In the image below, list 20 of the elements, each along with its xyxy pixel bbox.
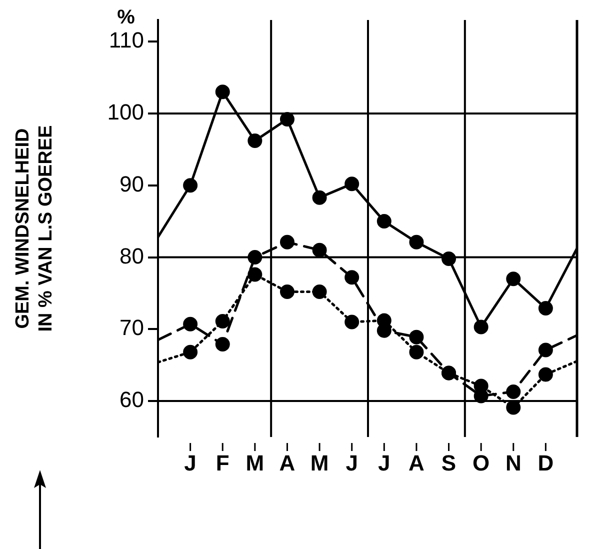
x-tick-label: N: [505, 450, 522, 476]
x-tick-label: S: [441, 450, 456, 476]
x-tick-label: A: [279, 450, 296, 476]
x-tick-label: M: [246, 450, 264, 476]
text: %: [117, 6, 136, 29]
y-tick-label: 80: [120, 243, 144, 268]
x-tick-label: O: [472, 450, 490, 476]
y-tick-label: 110: [108, 28, 144, 53]
y-tick-label: 90: [120, 171, 144, 196]
x-tick-label: J: [184, 450, 196, 476]
y-tick-label: 60: [120, 387, 144, 412]
x-tick-label: J: [378, 450, 390, 476]
y-tick-label: 70: [120, 315, 144, 340]
x-tick-label: A: [408, 450, 425, 476]
x-tick-label: M: [310, 450, 329, 476]
x-tick-label: D: [538, 450, 554, 476]
y-tick-label: 100: [107, 100, 144, 125]
x-tick-label: J: [346, 450, 358, 476]
x-tick-label: F: [216, 450, 230, 476]
y-axis-title: GEM. WINDSNELHEID IN % VAN L.S GOEREE: [12, 125, 56, 332]
